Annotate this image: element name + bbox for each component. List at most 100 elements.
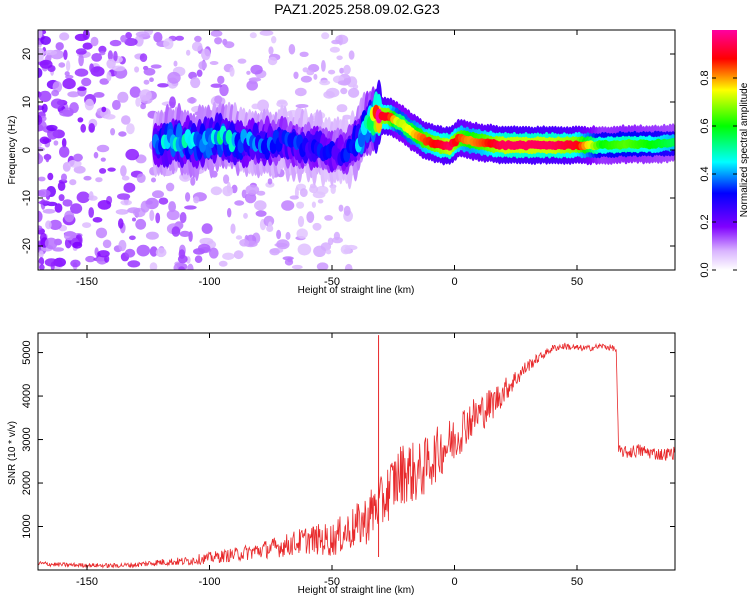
snr-frame bbox=[37, 332, 676, 571]
heatmap-noise-blob bbox=[64, 71, 70, 77]
heatmap-noise-blob bbox=[110, 128, 116, 136]
heatmap-noise-blob bbox=[95, 177, 103, 183]
heatmap-noise-blob bbox=[239, 239, 250, 247]
heatmap-noise-blob bbox=[135, 218, 147, 230]
heatmap-noise-blob bbox=[38, 47, 43, 53]
heatmap-noise-blob bbox=[83, 175, 92, 181]
heatmap-noise-blob bbox=[38, 200, 51, 205]
heatmap-noise-blob bbox=[90, 36, 99, 47]
heatmap-noise-blob bbox=[163, 38, 174, 50]
heatmap-noise-blob bbox=[149, 209, 155, 222]
heatmap-noise-blob bbox=[135, 97, 141, 107]
heatmap-noise-blob bbox=[297, 215, 305, 228]
heatmap-noise-blob bbox=[121, 175, 130, 181]
heatmap-noise-blob bbox=[40, 36, 51, 45]
heatmap-noise-blob bbox=[291, 264, 303, 270]
y-tick-label: 3000 bbox=[21, 427, 33, 451]
heatmap-noise-blob bbox=[229, 66, 235, 77]
heatmap-noise-blob bbox=[343, 64, 351, 75]
heatmap-noise-blob bbox=[136, 244, 150, 257]
y-tick-label: 5000 bbox=[21, 340, 33, 364]
colorbar-axis: 0.0 0.2 0.4 0.6 0.8 bbox=[699, 70, 737, 278]
heatmap-noise-blob bbox=[179, 212, 187, 224]
spectrogram-y-axis: -20 -10 0 10 20 bbox=[21, 48, 675, 254]
heatmap-noise-blob bbox=[54, 203, 63, 213]
heatmap-noise-blob bbox=[197, 243, 211, 253]
heatmap-noise-blob bbox=[217, 75, 225, 85]
heatmap-noise-blob bbox=[129, 86, 141, 98]
heatmap-noise-blob bbox=[268, 46, 274, 55]
heatmap-noise-blob bbox=[38, 90, 52, 102]
heatmap-noise-blob bbox=[169, 96, 176, 109]
heatmap-noise-blob bbox=[132, 217, 136, 222]
heatmap-noise-blob bbox=[210, 30, 223, 37]
x-tick-label: 0 bbox=[451, 276, 457, 288]
heatmap-noise-blob bbox=[91, 53, 103, 62]
heatmap-noise-blob bbox=[82, 30, 90, 40]
heatmap-noise-blob bbox=[321, 60, 326, 72]
heatmap-noise-blob bbox=[190, 77, 201, 89]
heatmap-noise-blob bbox=[107, 167, 116, 172]
heatmap-noise-blob bbox=[136, 173, 146, 183]
heatmap-noise-blob bbox=[317, 199, 324, 204]
heatmap-noise-blob bbox=[102, 239, 112, 249]
colorbar-tick-label: 0.2 bbox=[699, 214, 711, 229]
heatmap-noise-blob bbox=[85, 255, 96, 263]
heatmap-noise-blob bbox=[139, 89, 152, 101]
colorbar-tick-label: 0.8 bbox=[699, 70, 711, 85]
heatmap-noise-blob bbox=[107, 50, 113, 61]
heatmap-noise-blob bbox=[82, 222, 92, 229]
heatmap-noise-blob bbox=[64, 210, 75, 223]
heatmap-noise-blob bbox=[343, 205, 351, 216]
heatmap-noise-blob bbox=[41, 103, 48, 113]
x-tick-label: -150 bbox=[76, 276, 98, 288]
heatmap-noise-blob bbox=[112, 65, 126, 72]
x-tick-label: -50 bbox=[324, 576, 340, 588]
heatmap-noise-blob bbox=[104, 255, 110, 263]
heatmap-noise-blob bbox=[289, 195, 299, 200]
heatmap-noise-blob bbox=[316, 262, 329, 270]
heatmap-noise-blob bbox=[299, 188, 308, 198]
heatmap-noise-blob bbox=[167, 71, 181, 84]
heatmap-noise-blob bbox=[97, 200, 112, 210]
heatmap-noise-blob bbox=[124, 248, 136, 258]
heatmap-noise-blob bbox=[330, 185, 336, 195]
heatmap-noise-blob bbox=[226, 181, 231, 194]
heatmap-noise-blob bbox=[328, 69, 336, 75]
heatmap-noise-blob bbox=[173, 60, 178, 67]
heatmap-noise-blob bbox=[244, 192, 257, 204]
heatmap-noise-blob bbox=[38, 30, 43, 39]
heatmap-noise-blob bbox=[135, 31, 150, 38]
heatmap-noise-blob bbox=[193, 196, 200, 204]
heatmap-noise-blob bbox=[329, 46, 340, 53]
heatmap-noise-blob bbox=[44, 49, 58, 56]
heatmap-noise-blob bbox=[120, 35, 127, 43]
heatmap-noise-blob bbox=[88, 191, 94, 201]
heatmap-noise-blob bbox=[257, 99, 269, 112]
heatmap-noise-blob bbox=[214, 37, 223, 45]
heatmap-noise-blob bbox=[88, 207, 94, 218]
snr-plot-area bbox=[38, 333, 675, 570]
heatmap-noise-blob bbox=[93, 151, 99, 159]
heatmap-noise-blob bbox=[80, 123, 86, 133]
heatmap-noise-blob bbox=[42, 208, 56, 214]
heatmap-noise-blob bbox=[253, 200, 267, 211]
heatmap-noise-blob bbox=[99, 51, 106, 56]
heatmap-noise-blob bbox=[201, 48, 211, 61]
heatmap-noise-blob bbox=[245, 184, 260, 195]
heatmap-noise-blob bbox=[99, 78, 109, 85]
heatmap-noise-blob bbox=[155, 212, 161, 224]
heatmap-noise-blob bbox=[77, 86, 87, 91]
heatmap-noise-blob bbox=[222, 252, 235, 260]
heatmap-noise-blob bbox=[187, 263, 194, 270]
heatmap-noise-blob bbox=[51, 89, 59, 97]
heatmap-noise-blob bbox=[191, 41, 203, 52]
heatmap-noise-blob bbox=[78, 54, 84, 67]
colorbar-gradient bbox=[712, 30, 737, 270]
heatmap-noise-blob bbox=[117, 91, 129, 103]
heatmap-noise-blob bbox=[223, 174, 230, 184]
heatmap-noise-blob bbox=[52, 247, 65, 252]
heatmap-noise-blob bbox=[248, 77, 262, 82]
colorbar-tick-label: 0.4 bbox=[699, 166, 711, 181]
heatmap-noise-blob bbox=[187, 97, 197, 104]
